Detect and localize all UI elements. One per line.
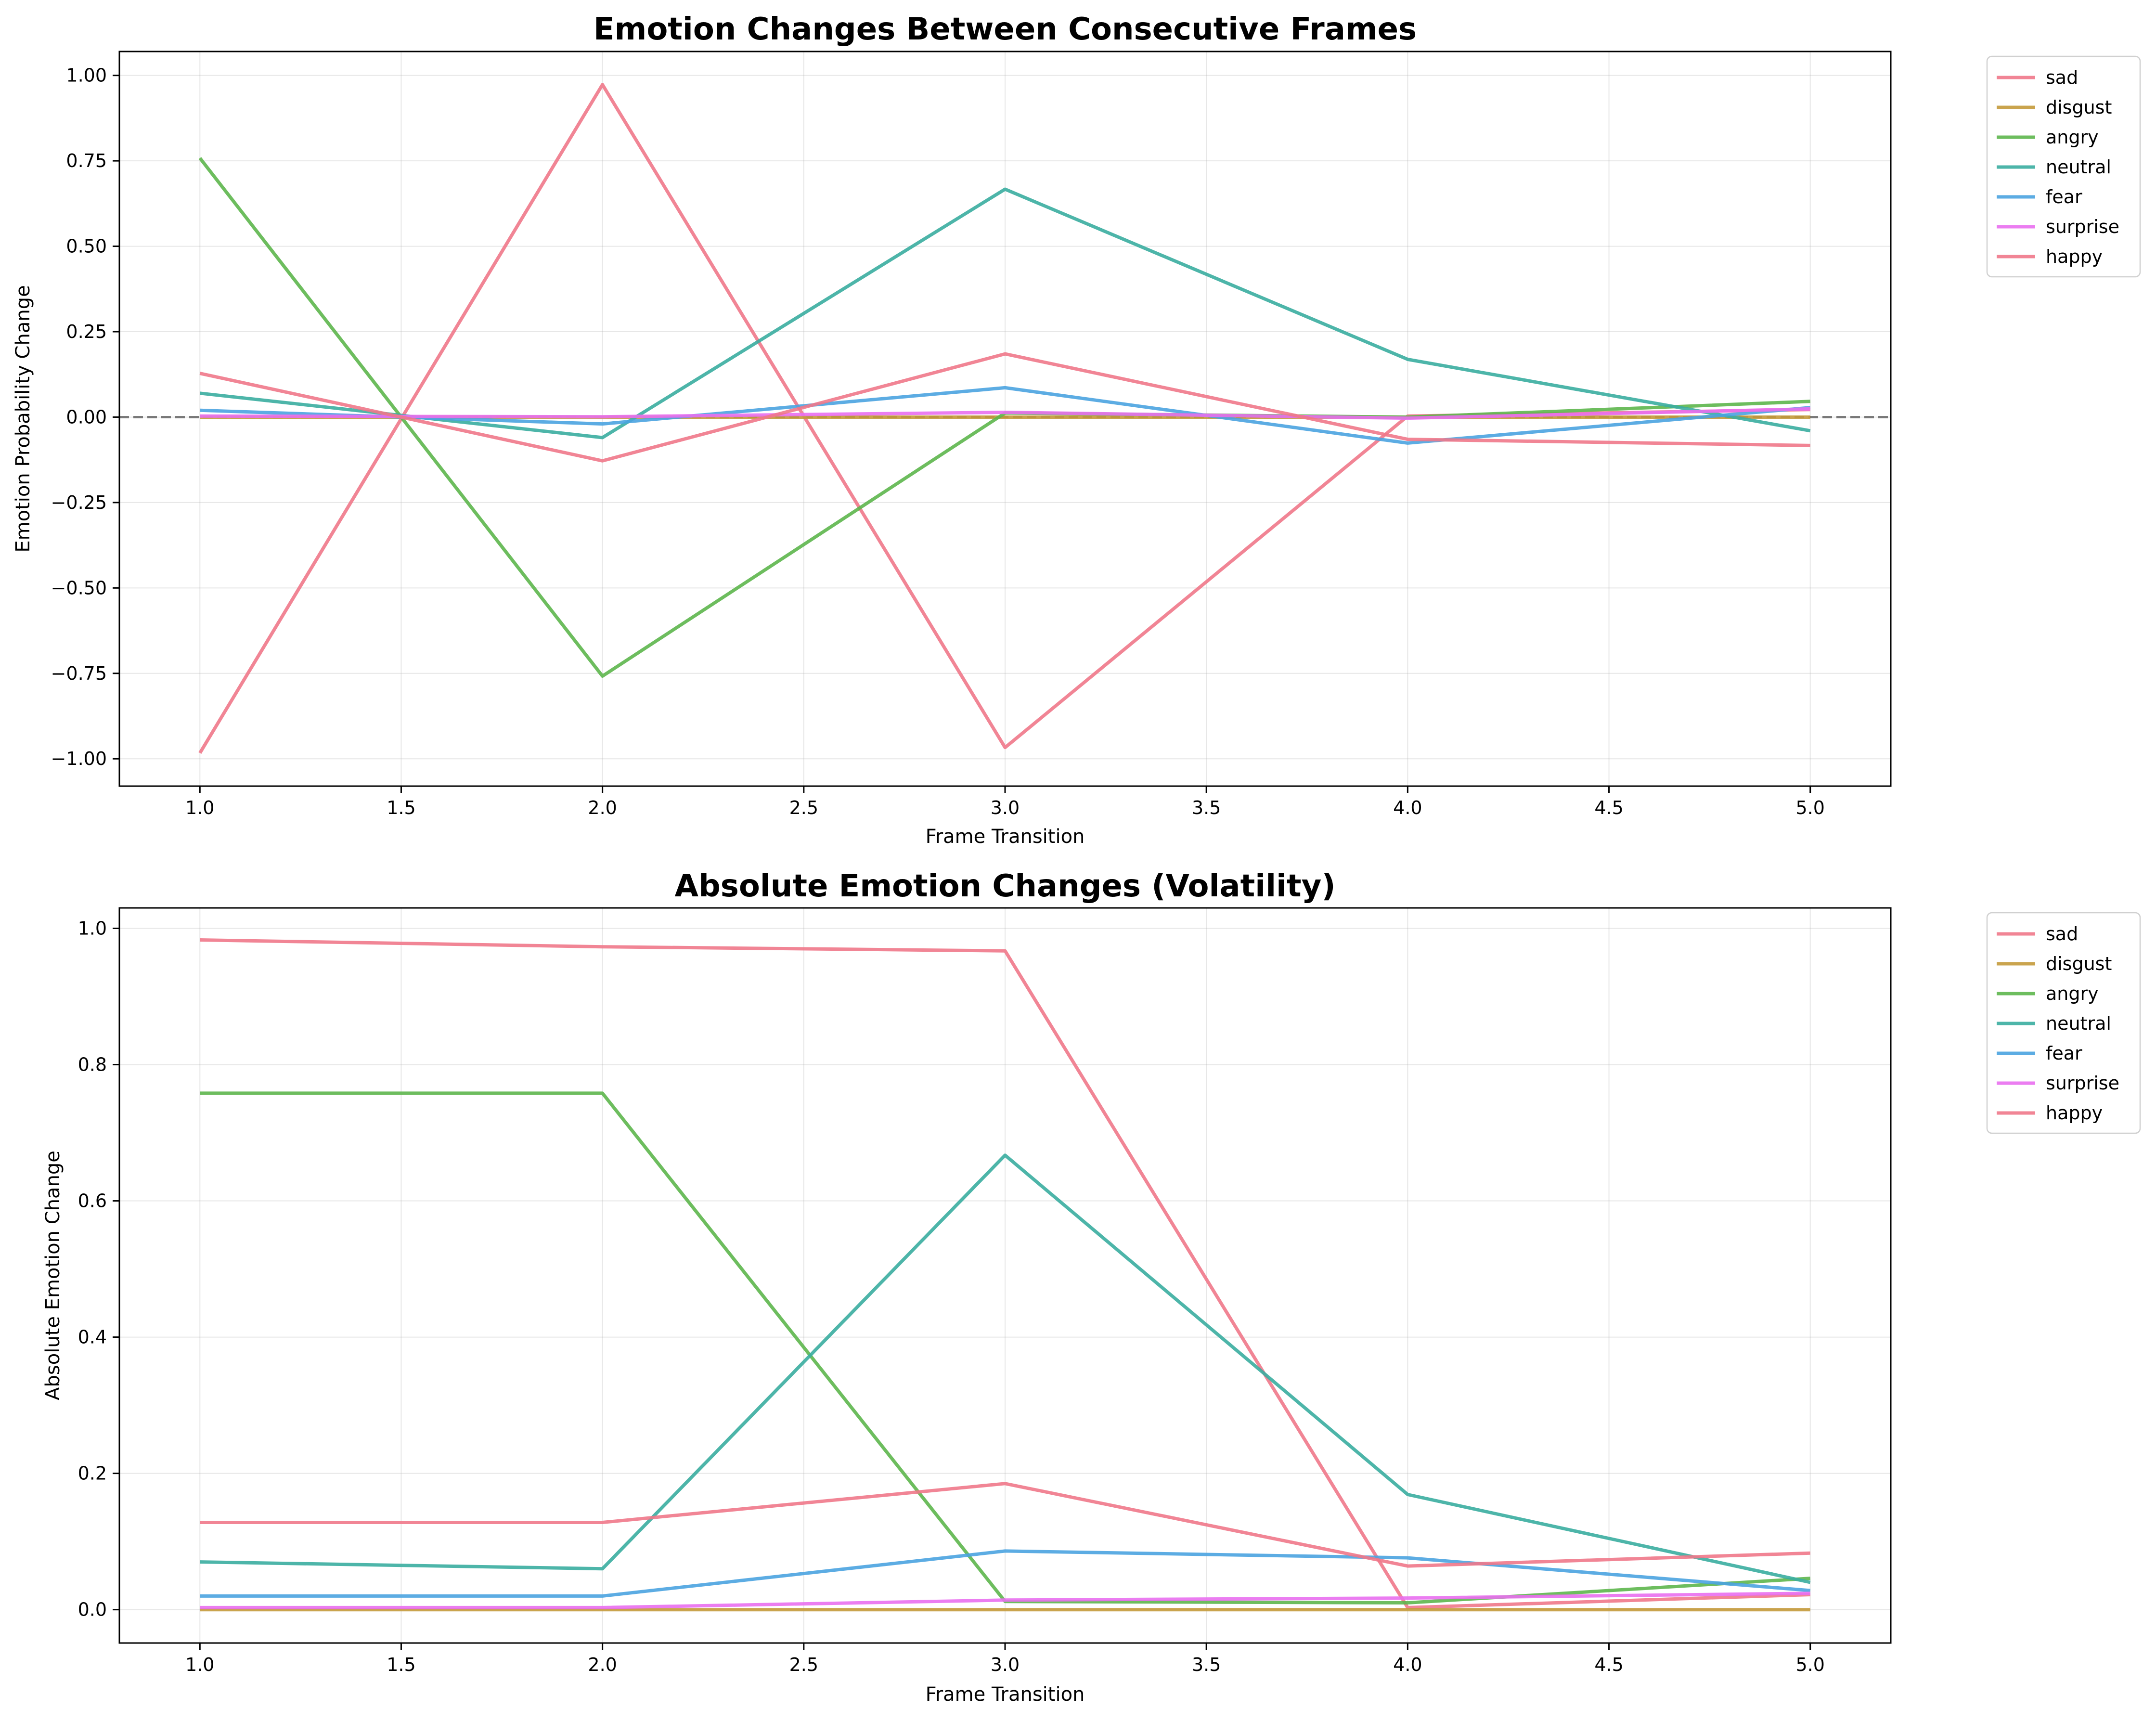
x-tick-label: 5.0 bbox=[1796, 797, 1825, 818]
x-tick-label: 4.5 bbox=[1594, 797, 1623, 818]
x-tick-label: 3.0 bbox=[991, 1654, 1020, 1675]
legend-label-disgust: disgust bbox=[2046, 97, 2112, 118]
series-line-neutral bbox=[199, 187, 1811, 440]
series-line-surprise bbox=[200, 407, 1810, 420]
series-line-happy bbox=[200, 1482, 1810, 1568]
series-line-happy bbox=[199, 352, 1810, 463]
legend-label-sad: sad bbox=[2046, 923, 2078, 945]
chart-panel-1: 1.0 1.5 2.0 2.5 3.0 3.5 4.0 4.5 5.0 −1.00 −0.75 −0.… bbox=[12, 12, 2141, 848]
x-axis-label: Frame Transition bbox=[926, 1683, 1085, 1706]
x-tick-label: 1.5 bbox=[387, 1654, 415, 1675]
y-tick-label: 0.0 bbox=[78, 1599, 107, 1620]
x-tick-label: 2.0 bbox=[588, 797, 617, 818]
x-tick-label: 5.0 bbox=[1796, 1654, 1825, 1675]
x-tick-label: 3.5 bbox=[1192, 1654, 1221, 1675]
y-tick-label: −0.75 bbox=[51, 663, 107, 684]
y-tick-label: 0.6 bbox=[78, 1190, 107, 1212]
chart-panel-2: 1.0 1.5 2.0 2.5 3.0 3.5 4.0 4.5 5.0 0.0 0.2 0.4 0.6 0… bbox=[42, 868, 2141, 1706]
x-tick-label: 3.5 bbox=[1192, 797, 1221, 818]
y-tick-label: 0.50 bbox=[66, 236, 107, 257]
legend-label-happy: happy bbox=[2046, 1102, 2103, 1124]
y-tick-label: −1.00 bbox=[51, 748, 107, 769]
y-tick-label: −0.25 bbox=[51, 492, 107, 513]
legend-label-angry: angry bbox=[2046, 983, 2099, 1004]
series-line-surprise bbox=[200, 1592, 1810, 1609]
x-tick-label: 4.0 bbox=[1393, 797, 1422, 818]
legend: sad disgust angry neutral fear surprise happy bbox=[1986, 55, 2141, 278]
legend-label-fear: fear bbox=[2046, 1043, 2082, 1064]
x-tick-label: 2.5 bbox=[789, 797, 818, 818]
y-tick-label: 0.00 bbox=[66, 406, 107, 427]
y-tick-label: 0.75 bbox=[66, 150, 107, 171]
y-tick-label: 0.25 bbox=[66, 321, 107, 342]
y-tick-label: 0.2 bbox=[78, 1463, 107, 1484]
x-tick-label: 4.5 bbox=[1594, 1654, 1623, 1675]
legend-box bbox=[1986, 55, 2141, 278]
y-axis-label: Emotion Probability Change bbox=[12, 285, 34, 552]
y-tick-label: −0.50 bbox=[51, 577, 107, 598]
x-axis-label: Frame Transition bbox=[926, 826, 1085, 848]
series-line-sad bbox=[200, 938, 1810, 1609]
y-axis-label: Absolute Emotion Change bbox=[42, 1151, 64, 1400]
chart-title: Absolute Emotion Changes (Volatility) bbox=[674, 868, 1335, 904]
legend-label-neutral: neutral bbox=[2046, 156, 2111, 178]
legend-label-sad: sad bbox=[2046, 67, 2078, 88]
y-tick-label: 0.8 bbox=[78, 1054, 107, 1075]
x-tick-label: 1.0 bbox=[185, 1654, 214, 1675]
y-tick-label: 1.00 bbox=[66, 65, 107, 86]
x-tick-label: 3.0 bbox=[991, 797, 1020, 818]
series-line-fear bbox=[200, 386, 1811, 445]
legend-label-angry: angry bbox=[2046, 127, 2099, 148]
legend-label-disgust: disgust bbox=[2046, 953, 2112, 974]
legend-box bbox=[1986, 912, 2141, 1134]
legend-label-fear: fear bbox=[2046, 186, 2082, 207]
x-tick-label: 1.0 bbox=[185, 797, 214, 818]
x-tick-label: 2.0 bbox=[588, 1654, 617, 1675]
legend-label-surprise: surprise bbox=[2046, 216, 2119, 237]
legend: sad disgust angry neutral fear surprise happy bbox=[1986, 912, 2141, 1134]
x-tick-label: 2.5 bbox=[789, 1654, 818, 1675]
legend-label-happy: happy bbox=[2046, 246, 2103, 267]
x-tick-label: 4.0 bbox=[1393, 1654, 1422, 1675]
legend-label-surprise: surprise bbox=[2046, 1073, 2119, 1094]
series-line-neutral bbox=[200, 1153, 1811, 1584]
series-line-fear bbox=[200, 1549, 1810, 1598]
x-tick-label: 1.5 bbox=[387, 797, 415, 818]
legend-label-neutral: neutral bbox=[2046, 1013, 2111, 1034]
y-tick-label: 1.0 bbox=[78, 918, 107, 939]
chart-title: Emotion Changes Between Consecutive Fram… bbox=[594, 12, 1417, 47]
y-tick-label: 0.4 bbox=[78, 1327, 107, 1348]
